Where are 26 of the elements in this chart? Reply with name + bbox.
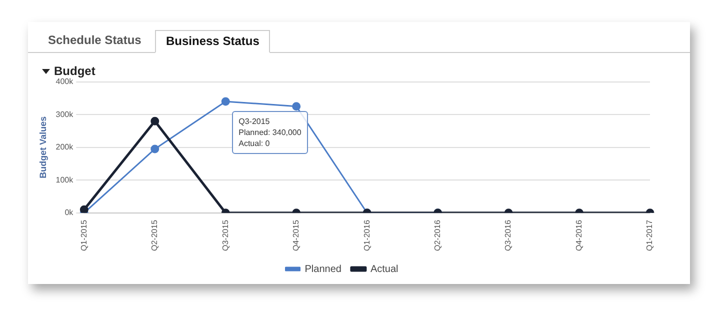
x-tick-label: Q4-2015 — [292, 219, 301, 252]
x-tick-label: Q3-2016 — [504, 219, 513, 252]
legend-label: Planned — [304, 264, 342, 275]
y-tick-label: 100k — [56, 175, 74, 184]
chart-title: Budget — [53, 64, 96, 78]
y-tick-label: 400k — [56, 77, 74, 86]
point — [150, 116, 160, 126]
x-tick-label: Q1-2017 — [645, 219, 654, 252]
annotation: Q3-2015 Planned: 340,000 Actual: 0 — [232, 111, 308, 154]
x-tick-label: Q3-2015 — [220, 219, 230, 252]
x-tick-label: Q4-2016 — [574, 219, 584, 252]
x-tick-label: Q2-2016 — [433, 219, 442, 252]
x-tick-label: Q1-2016 — [362, 219, 372, 252]
point — [292, 102, 301, 111]
y-tick-label: 0k — [64, 208, 74, 218]
legend-label: Actual — [370, 264, 398, 275]
x-tick-label: Q2-2015 — [150, 219, 160, 252]
y-tick-label: 300k — [56, 110, 74, 119]
point — [80, 205, 88, 213]
x-tick-label: Q1-2015 — [79, 219, 88, 252]
point — [150, 144, 160, 154]
text: Schedule Status — [47, 32, 142, 49]
text: Business Status — [155, 30, 270, 53]
point — [221, 97, 230, 106]
y-axis-title: Budget Values — [38, 116, 48, 178]
y-tick-label: 200k — [56, 142, 74, 152]
